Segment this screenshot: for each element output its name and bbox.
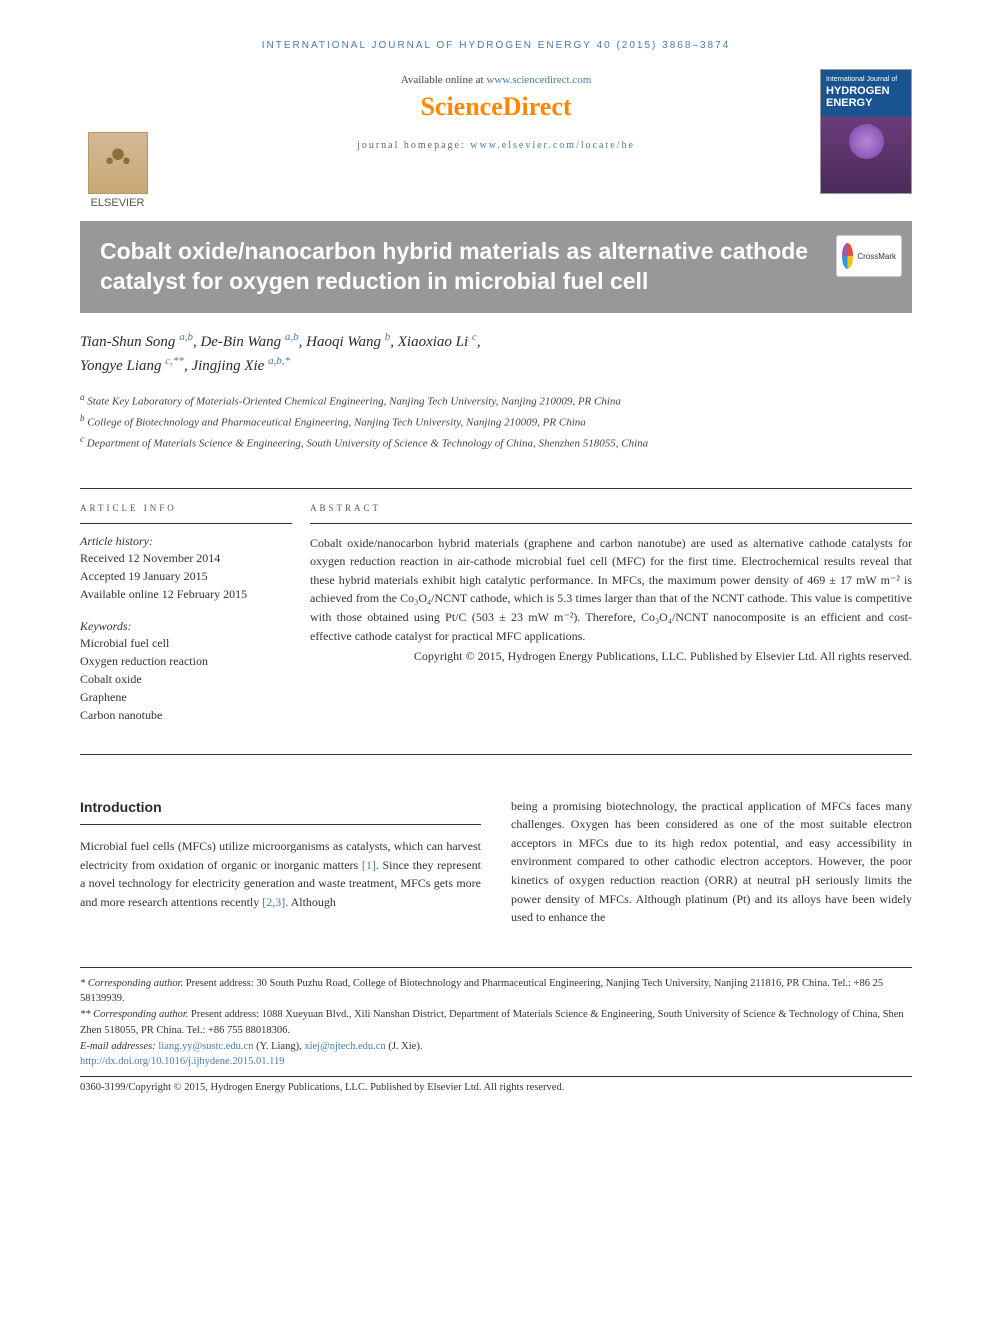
email-link[interactable]: xiej@njtech.edu.cn xyxy=(304,1041,385,1052)
authors-list: Tian-Shun Song a,b, De-Bin Wang a,b, Hao… xyxy=(80,329,912,378)
abstract-heading: ABSTRACT xyxy=(310,503,912,524)
article-info-heading: ARTICLE INFO xyxy=(80,503,292,524)
keyword: Microbial fuel cell xyxy=(80,634,292,652)
corresponding-author-1: * Corresponding author. Present address:… xyxy=(80,976,912,1008)
journal-homepage-text: journal homepage: www.elsevier.com/locat… xyxy=(80,140,912,151)
body-paragraph: Microbial fuel cells (MFCs) utilize micr… xyxy=(80,837,481,911)
article-info-col: ARTICLE INFO Article history: Received 1… xyxy=(80,488,310,754)
author: Xiaoxiao Li c xyxy=(398,334,477,350)
affiliations: a State Key Laboratory of Materials-Orie… xyxy=(80,390,912,454)
page: INTERNATIONAL JOURNAL OF HYDROGEN ENERGY… xyxy=(0,0,992,1126)
keyword: Graphene xyxy=(80,688,292,706)
journal-cover-thumbnail: International Journal of HYDROGEN ENERGY xyxy=(820,69,912,194)
email-link[interactable]: liang.yy@sustc.edu.cn xyxy=(158,1041,253,1052)
available-online-text: Available online at www.sciencedirect.co… xyxy=(80,74,912,86)
elsevier-logo: ELSEVIER xyxy=(80,132,155,209)
history-line: Received 12 November 2014 xyxy=(80,549,292,567)
affiliation-text: State Key Laboratory of Materials-Orient… xyxy=(87,395,621,407)
author-affiliation-marker: a,b,* xyxy=(268,355,290,367)
header-box: ELSEVIER Available online at www.science… xyxy=(80,69,912,209)
doi-link[interactable]: http://dx.doi.org/10.1016/j.ijhydene.201… xyxy=(80,1056,284,1067)
body-text: . Although xyxy=(285,895,336,909)
article-history: Article history: Received 12 November 20… xyxy=(80,534,292,603)
body-col-right: being a promising biotechnology, the pra… xyxy=(511,797,912,927)
corresponding-author-2: ** Corresponding author. Present address… xyxy=(80,1007,912,1039)
keyword: Oxygen reduction reaction xyxy=(80,652,292,670)
history-line: Available online 12 February 2015 xyxy=(80,585,292,603)
cover-subtitle: International Journal of xyxy=(821,70,911,85)
email-addresses: E-mail addresses: liang.yy@sustc.edu.cn … xyxy=(80,1039,912,1055)
crossmark-label: CrossMark xyxy=(857,252,896,261)
abstract-copyright: Copyright © 2015, Hydrogen Energy Public… xyxy=(310,647,912,666)
author-name: Jingjing Xie xyxy=(191,358,264,374)
email-label: E-mail addresses: xyxy=(80,1041,158,1052)
affiliation-sup: a xyxy=(80,392,85,402)
body-col-left: Introduction Microbial fuel cells (MFCs)… xyxy=(80,797,481,927)
doi-line: http://dx.doi.org/10.1016/j.ijhydene.201… xyxy=(80,1054,912,1070)
author-affiliation-marker: b xyxy=(385,331,391,343)
abstract-text: Cobalt oxide/nanocarbon hybrid materials… xyxy=(310,534,912,646)
crossmark-badge[interactable]: CrossMark xyxy=(836,235,902,277)
author: Jingjing Xie a,b,* xyxy=(191,358,290,374)
section-heading-introduction: Introduction xyxy=(80,797,481,826)
crossmark-icon xyxy=(842,243,853,269)
abstract-col: ABSTRACT Cobalt oxide/nanocarbon hybrid … xyxy=(310,488,912,754)
history-label: Article history: xyxy=(80,534,292,549)
author-name: De-Bin Wang xyxy=(200,334,281,350)
corr-text: Present address: 1088 Xueyuan Blvd., Xil… xyxy=(80,1009,904,1036)
email-name: (J. Xie). xyxy=(386,1041,423,1052)
corr-label: * Corresponding author. xyxy=(80,978,183,989)
sciencedirect-logo: ScienceDirect xyxy=(80,92,912,122)
affiliation-text: College of Biotechnology and Pharmaceuti… xyxy=(87,417,586,429)
elsevier-tree-icon xyxy=(88,132,148,194)
available-prefix: Available online at xyxy=(401,74,487,86)
homepage-prefix: journal homepage: xyxy=(357,140,470,151)
cover-graphic-icon xyxy=(849,124,884,159)
body-columns: Introduction Microbial fuel cells (MFCs)… xyxy=(80,797,912,927)
author: Yongye Liang c,** xyxy=(80,358,184,374)
author: Tian-Shun Song a,b xyxy=(80,334,193,350)
author: Haoqi Wang b xyxy=(306,334,390,350)
header-center: Available online at www.sciencedirect.co… xyxy=(80,69,912,151)
info-abstract-row: ARTICLE INFO Article history: Received 1… xyxy=(80,488,912,755)
author: De-Bin Wang a,b xyxy=(200,334,298,350)
body-paragraph: being a promising biotechnology, the pra… xyxy=(511,797,912,927)
affiliation: b College of Biotechnology and Pharmaceu… xyxy=(80,411,912,432)
homepage-link[interactable]: www.elsevier.com/locate/he xyxy=(470,140,635,151)
keywords-section: Keywords: Microbial fuel cell Oxygen red… xyxy=(80,619,292,724)
history-line: Accepted 19 January 2015 xyxy=(80,567,292,585)
author-affiliation-marker: a,b xyxy=(179,331,193,343)
affiliation-sup: c xyxy=(80,434,84,444)
title-bar: Cobalt oxide/nanocarbon hybrid materials… xyxy=(80,221,912,313)
affiliation-sup: b xyxy=(80,413,85,423)
affiliation: c Department of Materials Science & Engi… xyxy=(80,432,912,453)
author-affiliation-marker: a,b xyxy=(285,331,299,343)
corr-label: ** Corresponding author. xyxy=(80,1009,188,1020)
elsevier-text: ELSEVIER xyxy=(80,197,155,209)
author-name: Yongye Liang xyxy=(80,358,162,374)
affiliation: a State Key Laboratory of Materials-Orie… xyxy=(80,390,912,411)
keyword: Carbon nanotube xyxy=(80,706,292,724)
sciencedirect-url[interactable]: www.sciencedirect.com xyxy=(486,74,591,86)
article-title: Cobalt oxide/nanocarbon hybrid materials… xyxy=(100,237,892,297)
citation-link[interactable]: [2,3] xyxy=(262,895,285,909)
sciencedirect-logo-text: ScienceDirect xyxy=(420,92,571,121)
author-name: Xiaoxiao Li xyxy=(398,334,468,350)
citation-link[interactable]: [1] xyxy=(362,858,376,872)
author-name: Tian-Shun Song xyxy=(80,334,175,350)
footer-notes: * Corresponding author. Present address:… xyxy=(80,967,912,1096)
author-name: Haoqi Wang xyxy=(306,334,381,350)
journal-citation-header: INTERNATIONAL JOURNAL OF HYDROGEN ENERGY… xyxy=(80,40,912,51)
keyword: Cobalt oxide xyxy=(80,670,292,688)
author-affiliation-marker: c,** xyxy=(165,355,184,367)
email-name: (Y. Liang), xyxy=(253,1041,304,1052)
footer-issn-bar: 0360-3199/Copyright © 2015, Hydrogen Ene… xyxy=(80,1076,912,1096)
affiliation-text: Department of Materials Science & Engine… xyxy=(87,438,648,450)
keywords-label: Keywords: xyxy=(80,619,292,634)
author-affiliation-marker: c xyxy=(472,331,477,343)
cover-title: HYDROGEN ENERGY xyxy=(821,85,911,109)
authors-block: Tian-Shun Song a,b, De-Bin Wang a,b, Hao… xyxy=(80,313,912,464)
corr-text: Present address: 30 South Puzhu Road, Co… xyxy=(80,978,883,1005)
